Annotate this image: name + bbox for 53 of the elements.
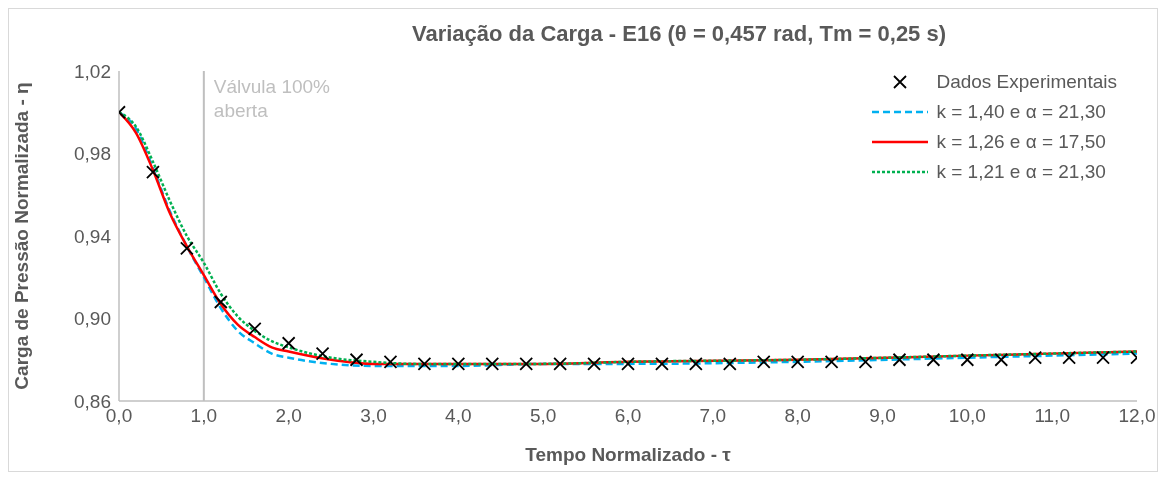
- x-tick-label: 4,0: [445, 405, 472, 427]
- ref-line-label: Válvula 100% aberta: [213, 76, 331, 121]
- point: [655, 356, 669, 371]
- chart-title: Variação da Carga - E16 (θ = 0,457 rad, Tm = 0,25 s): [410, 21, 948, 47]
- x-tick-label: 12,0: [1118, 405, 1156, 427]
- point: [383, 354, 398, 369]
- x-axis-title: Tempo Normalizado - τ: [525, 444, 732, 465]
- point: [994, 352, 1009, 367]
- point: [553, 356, 568, 371]
- x-tick-label: 10,0: [948, 405, 986, 427]
- y-tick-label: 0,98: [74, 143, 111, 165]
- legend-label: Dados Experimentais: [936, 71, 1117, 93]
- point: [926, 352, 941, 367]
- point: [688, 356, 703, 371]
- point: [587, 356, 601, 371]
- point: [417, 356, 432, 371]
- legend-label: k = 1,21 e α = 21,30: [936, 161, 1106, 183]
- point: [485, 356, 500, 371]
- point: [790, 354, 805, 369]
- point: [179, 241, 194, 256]
- point: [451, 356, 466, 371]
- legend-label: k = 1,40 e α = 21,30: [936, 101, 1106, 123]
- x-tick-label: 1,0: [190, 405, 218, 427]
- x-tick-label: 7,0: [699, 405, 727, 427]
- point: [213, 295, 228, 309]
- point: [349, 352, 364, 367]
- point: [519, 356, 534, 371]
- x-tick-label: 8,0: [784, 405, 811, 427]
- point: [858, 354, 873, 369]
- y-tick-label: 0,94: [74, 225, 112, 247]
- point: [1096, 350, 1110, 365]
- point: [722, 356, 737, 371]
- point: [1028, 350, 1043, 365]
- y-axis-title: Carga de Pressão Normalizada - η: [10, 82, 32, 390]
- point: [315, 346, 330, 361]
- legend-label: k = 1,26 e α = 17,50: [936, 131, 1106, 153]
- y-tick-label: 1,02: [74, 60, 111, 82]
- point: [824, 354, 839, 369]
- x-tick-label: 11,0: [1034, 405, 1070, 427]
- point: [960, 352, 975, 367]
- x-tick-label: 9,0: [869, 405, 896, 427]
- point: [892, 352, 907, 367]
- x-tick-label: 5,0: [529, 405, 557, 427]
- point: [1062, 350, 1077, 365]
- point: [247, 321, 262, 336]
- x-tick-label: 2,0: [275, 405, 302, 427]
- point: [281, 336, 296, 351]
- y-tick-label: 0,90: [74, 308, 111, 330]
- point: [756, 354, 771, 369]
- point: [621, 356, 635, 371]
- point: [146, 165, 160, 179]
- x-tick-label: 6,0: [614, 405, 642, 427]
- x-tick-label: 3,0: [360, 405, 387, 427]
